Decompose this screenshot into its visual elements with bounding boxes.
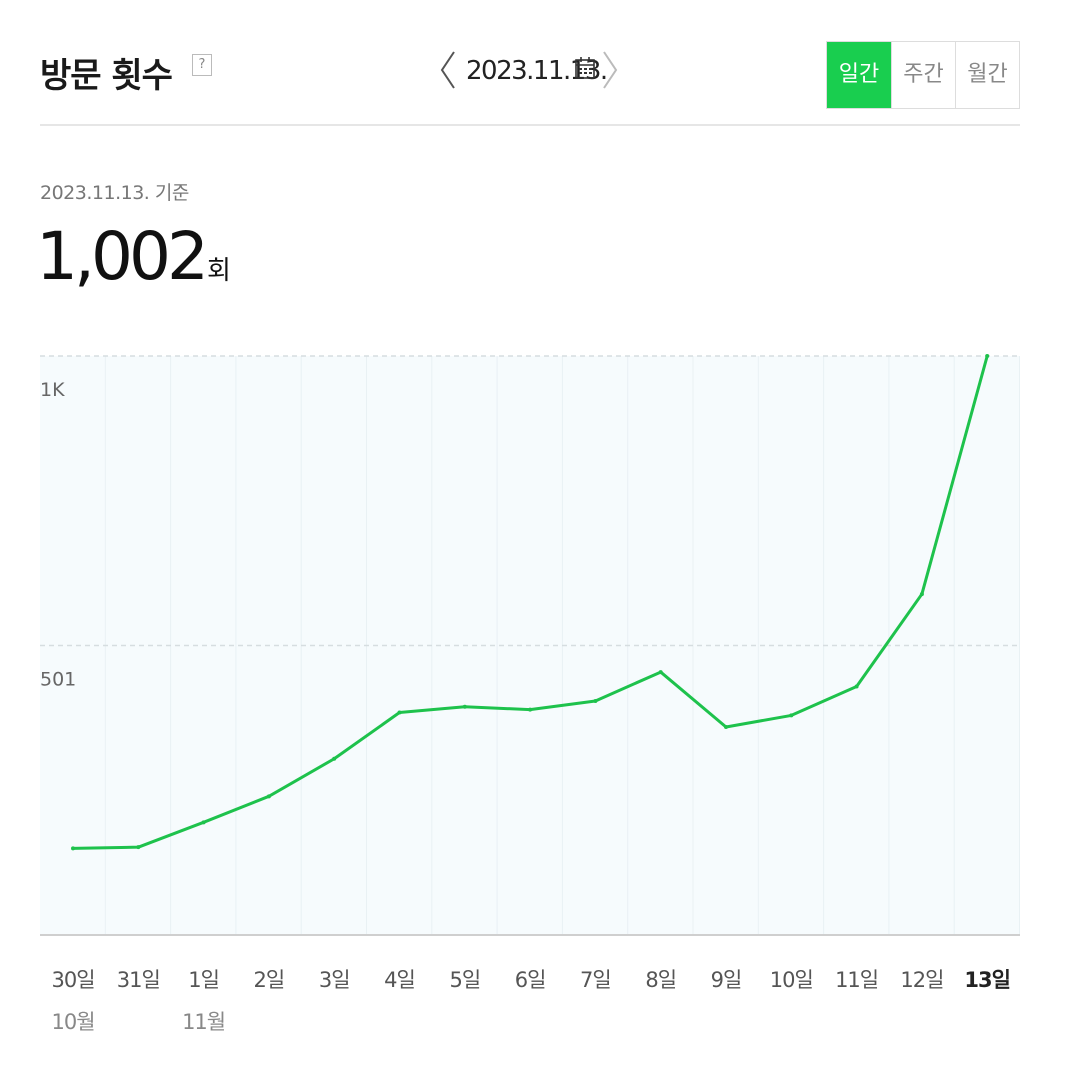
data-point [593,698,598,703]
tab-weekly[interactable]: 주간 [891,42,955,108]
month-label: 10월 [51,1010,94,1034]
x-tick-label: 7일 [580,968,611,992]
data-point [919,592,924,597]
x-tick-label: 5일 [449,968,480,992]
y-tick-label: 501 [40,669,76,691]
data-point [136,845,141,850]
tab-daily[interactable]: 일간 [827,42,891,108]
help-icon[interactable]: ? [192,54,212,76]
chevron-right-icon[interactable] [600,50,620,90]
header: 방문 횟수 ? 2023.11.13. 일간 주간 월간 [40,40,1020,124]
x-tick-label: 4일 [384,968,415,992]
month-label: 11월 [182,1010,225,1034]
y-tick-label: 1K [40,379,65,401]
x-tick-label: 11일 [835,968,878,992]
data-point [71,846,75,851]
x-tick-label: 2일 [254,968,285,992]
x-tick-label: 3일 [319,968,350,992]
data-point [854,684,859,689]
x-tick-label: 12일 [900,968,943,992]
data-point [789,713,794,718]
x-tick-label: 10일 [770,968,813,992]
date-navigator: 2023.11.13. [438,48,638,92]
x-tick-label: 8일 [645,968,676,992]
data-point [266,794,271,799]
x-tick-label: 30일 [51,968,94,992]
data-point [201,820,206,825]
visit-total: 1,002회 [36,218,231,295]
x-tick-label: 1일 [188,968,219,992]
chevron-left-icon[interactable] [438,50,458,90]
visits-line-chart: 501 1K 30일 31일 1일 2일 3일 4일 5일 6일 7일 8일 9일 10일 11일 12일 13… [40,354,1020,1034]
data-point [528,707,533,712]
data-point [658,670,663,675]
calendar-icon[interactable] [574,56,596,80]
x-tick-label: 6일 [515,968,546,992]
page-title: 방문 횟수 [40,56,173,96]
header-divider [40,124,1020,126]
x-tick-label: 9일 [711,968,742,992]
data-point [985,354,990,358]
basis-date: 2023.11.13. 기준 [40,182,189,204]
data-point [724,724,728,729]
data-point [397,710,402,715]
period-toggle: 일간 주간 월간 [826,41,1020,109]
tab-monthly[interactable]: 월간 [955,42,1019,108]
data-point [332,756,337,761]
current-date: 2023.11.13. [466,56,608,86]
x-tick-label: 13일 [964,968,1010,992]
visit-count: 1,002 [36,218,209,295]
visit-unit: 회 [206,256,231,286]
data-point [462,704,467,709]
x-tick-label: 31일 [117,968,160,992]
